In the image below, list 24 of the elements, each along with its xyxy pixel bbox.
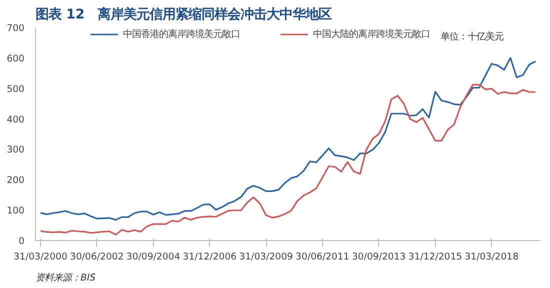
x-tick-label: 31/03/2000 <box>14 252 68 262</box>
x-tick-label: 31/12/2006 <box>182 252 237 262</box>
line-series <box>40 57 536 221</box>
legend-label: 中国大陆的离岸跨境美元敞口 <box>313 28 430 40</box>
x-tick-label: 30/06/2002 <box>70 252 124 262</box>
x-tick-label: 30/09/2013 <box>352 252 406 262</box>
y-tick-label: 100 <box>6 206 25 217</box>
x-tick-label: 30/09/2004 <box>126 252 180 262</box>
legend-label: 中国香港的离岸跨境美元敞口 <box>123 28 240 40</box>
y-tick-label: 600 <box>6 53 25 64</box>
x-tick-label: 30/06/2011 <box>296 252 350 262</box>
line-series <box>40 84 536 236</box>
y-tick-label: 400 <box>6 114 25 126</box>
y-tick-label: 300 <box>6 144 25 156</box>
y-tick-label: 200 <box>6 175 25 186</box>
y-tick-label: 500 <box>6 84 25 95</box>
y-tick-label: 700 <box>6 23 25 34</box>
chart-title: 图表 12 离岸美元信用紧缩同样会冲击大中华地区 <box>36 6 332 22</box>
x-tick-label: 31/03/2009 <box>239 252 294 262</box>
y-tick-label: 0 <box>18 236 25 247</box>
annotation: 单位：十亿美元 <box>440 32 504 43</box>
x-tick-label: 31/12/2015 <box>408 252 462 262</box>
text: 资料来源：BIS <box>36 272 96 284</box>
x-tick-label: 31/03/2018 <box>464 252 519 262</box>
